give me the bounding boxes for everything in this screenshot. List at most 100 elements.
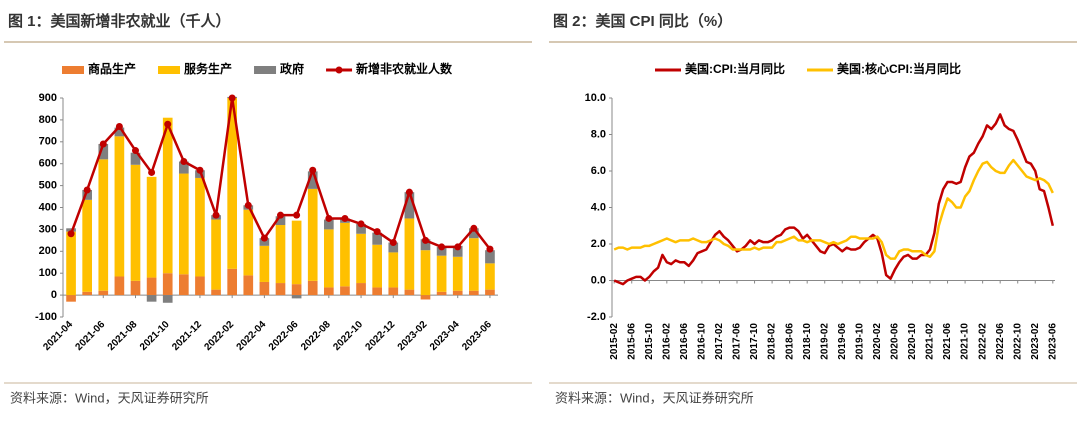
bar [291,284,302,296]
bar [469,228,479,239]
bar [324,229,334,288]
line-marker [309,166,317,174]
bar [307,280,318,296]
bar [388,252,399,288]
bar [404,192,415,219]
line-marker [212,211,220,219]
x-tick-label: 2022-10 [1012,323,1023,360]
x-tick-label: 2022-04 [235,319,269,353]
x-tick-label: 2022-02 [977,323,988,360]
bar [356,233,366,284]
bar [275,283,286,296]
legend-label: 商品生产 [88,61,136,76]
bar [179,274,189,296]
bar [340,222,350,287]
x-tick-label: 2022-10 [331,319,365,353]
x-tick-label: 2017-10 [749,323,760,360]
bar [227,268,237,296]
bar [98,143,109,160]
bar [179,173,189,275]
legend-label: 服务生产 [184,61,232,76]
legend-label: 美国:CPI:当月同比 [685,61,785,76]
line-marker [260,234,268,242]
bar [291,220,302,285]
y-tick-label: 0.0 [591,274,606,286]
line-marker [454,243,462,251]
y-tick-label: -100 [35,311,57,323]
line-marker [244,201,252,209]
line-marker [180,158,188,166]
bar [372,232,382,245]
line-marker [148,168,156,176]
bar [162,117,173,274]
bar [130,280,141,296]
bar [227,98,237,269]
line-marker [422,236,429,244]
x-tick-label: 2016-06 [679,323,690,360]
x-tick-label: 2018-10 [802,323,813,360]
bar [324,287,334,296]
bar [130,164,141,281]
y-tick-label: 4.0 [591,201,606,213]
x-tick-label: 2021-08 [106,319,140,353]
line-marker [115,122,123,130]
bar [388,287,399,296]
bar [114,127,125,137]
bar [372,287,382,296]
x-tick-label: 2016-02 [661,323,672,360]
x-tick-label: 2021-10 [138,319,172,353]
bar [452,256,463,291]
bar [436,291,447,296]
legend-swatch [62,66,84,74]
bar [275,225,286,284]
bar [307,188,318,281]
bar [372,244,382,288]
line-marker [470,224,478,232]
y-tick-label: 8.0 [591,128,606,140]
x-tick-label: 2015-06 [626,323,637,360]
line-marker [196,166,204,174]
bar [452,245,463,257]
x-tick-label: 2020-06 [890,323,901,360]
line-marker [405,188,413,196]
legend-swatch [158,66,181,74]
bar [469,290,479,296]
x-tick-label: 2021-04 [41,319,75,353]
legend-label: 美国:核心CPI:当月同比 [837,61,961,76]
x-tick-label: 2019-02 [819,323,830,360]
x-tick-label: 2019-06 [837,323,848,360]
x-tick-label: 2022-06 [267,319,301,353]
y-tick-label: 800 [39,114,57,126]
bar [340,286,350,296]
x-tick-label: 2023-04 [428,319,462,353]
bar [179,161,189,174]
bar [436,246,447,256]
bar [66,228,76,232]
legend-marker [335,66,343,74]
bar [66,295,76,302]
x-tick-label: 2022-12 [364,319,398,353]
x-tick-label: 2021-06 [942,323,953,360]
chart-title: 图 1：美国新增非农就业（千人） [8,12,231,30]
y-tick-label: 200 [39,245,57,257]
line-marker [486,245,494,253]
line-marker [228,94,236,102]
line-series [613,158,1054,260]
bar [146,277,157,296]
line-marker [325,214,333,222]
bar [211,289,221,296]
x-tick-label: 2021-12 [170,319,204,353]
line-marker [389,239,397,247]
y-tick-label: 600 [39,158,57,170]
x-tick-label: 2020-02 [872,323,883,360]
bar [259,238,270,246]
x-tick-label: 2022-02 [202,319,236,353]
bar [291,295,302,299]
x-tick-label: 2021-10 [960,323,971,360]
y-tick-label: 0 [51,289,57,301]
bar [146,176,157,278]
y-tick-label: 400 [39,201,57,213]
bar [66,231,76,296]
x-tick-label: 2016-10 [697,323,708,360]
bar [275,216,286,226]
